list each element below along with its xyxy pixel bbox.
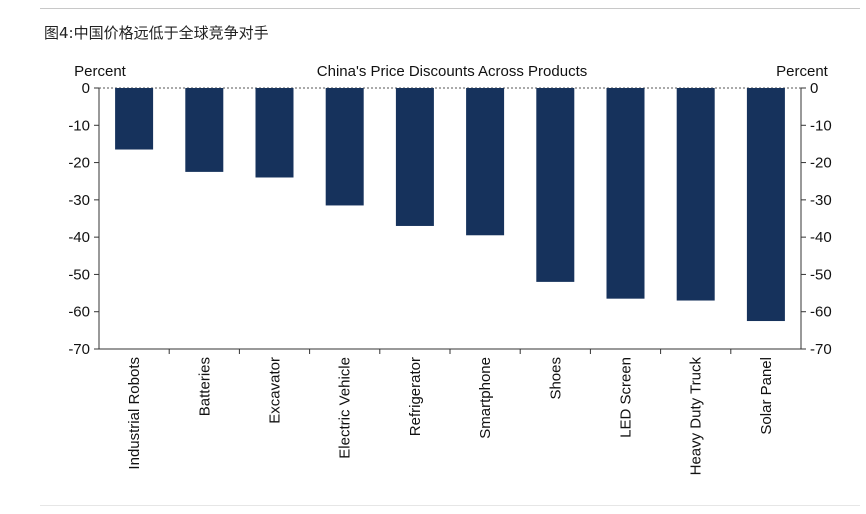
y-tick-label-right: -40 — [810, 229, 832, 246]
y-tick-label-left: 0 — [82, 80, 90, 97]
y-tick-label-left: -50 — [68, 266, 90, 283]
y-axis-label-left: Percent — [74, 63, 127, 80]
x-category-label: Electric Vehicle — [337, 357, 354, 459]
y-tick-label-left: -20 — [68, 155, 90, 172]
y-tick-label-right: -20 — [810, 155, 832, 172]
bars-group — [115, 88, 785, 322]
y-tick-label-left: -10 — [68, 117, 90, 134]
y-tick-label-right: -30 — [810, 192, 832, 209]
bar — [185, 88, 224, 172]
figure-caption: 图4:中国价格远低于全球竞争对手 — [44, 24, 269, 42]
x-category-label: Excavator — [267, 357, 284, 424]
bar — [255, 88, 294, 178]
y-tick-label-right: -60 — [810, 304, 832, 321]
x-category-label: Shoes — [547, 357, 564, 400]
bar — [325, 88, 364, 206]
ticks-group: 0 0 -10 -10 -20 -20 -30 -30 -40 -40 -50 -50 -60 -60 -7… — [68, 80, 831, 475]
x-category-label: Batteries — [196, 357, 213, 416]
y-tick-label-left: -40 — [68, 229, 90, 246]
bar — [606, 88, 645, 299]
x-category-label: Smartphone — [477, 357, 494, 439]
y-tick-label-right: -70 — [810, 341, 832, 358]
y-tick-label-left: -70 — [68, 341, 90, 358]
bar — [395, 88, 434, 226]
y-tick-label-right: -10 — [810, 117, 832, 134]
y-tick-label-right: -50 — [810, 266, 832, 283]
bar — [746, 88, 785, 322]
bar — [466, 88, 505, 236]
x-category-label: Heavy Duty Truck — [688, 357, 705, 476]
bar — [115, 88, 154, 150]
x-category-label: Industrial Robots — [126, 357, 143, 470]
y-axis-label-right: Percent — [776, 63, 829, 80]
y-tick-label-left: -30 — [68, 192, 90, 209]
bar — [536, 88, 575, 282]
y-tick-label-right: 0 — [810, 80, 818, 97]
top-divider — [40, 8, 860, 9]
bar — [676, 88, 715, 301]
bottom-divider — [40, 505, 860, 506]
x-category-label: Refrigerator — [407, 357, 424, 436]
y-tick-label-left: -60 — [68, 304, 90, 321]
x-category-label: LED Screen — [618, 357, 635, 438]
x-category-label: Solar Panel — [758, 357, 775, 435]
chart-title: China's Price Discounts Across Products — [317, 63, 587, 80]
